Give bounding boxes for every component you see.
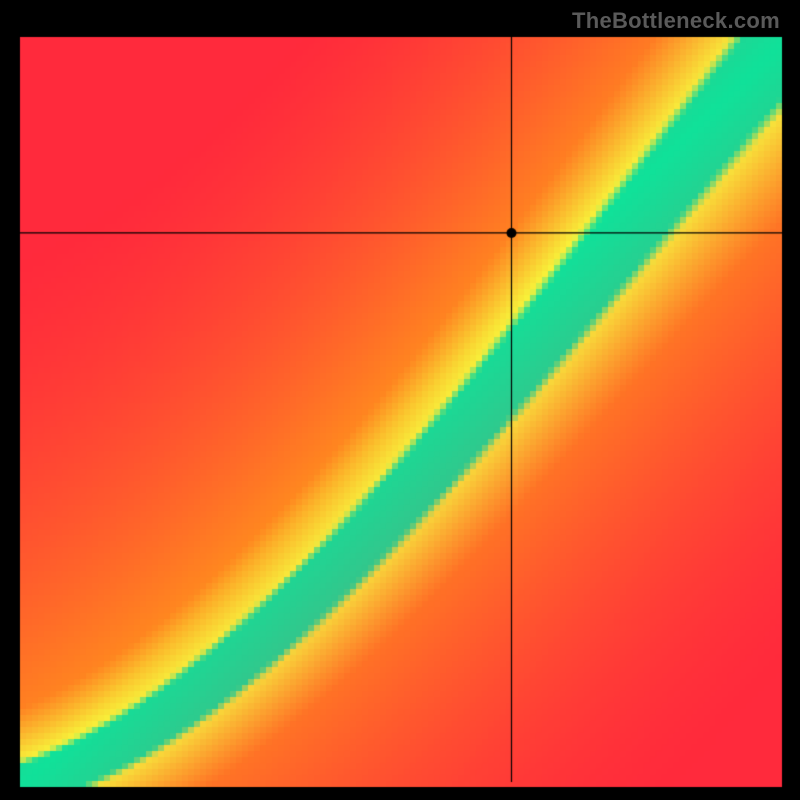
watermark-text: TheBottleneck.com (572, 8, 780, 34)
bottleneck-heatmap (0, 0, 800, 800)
